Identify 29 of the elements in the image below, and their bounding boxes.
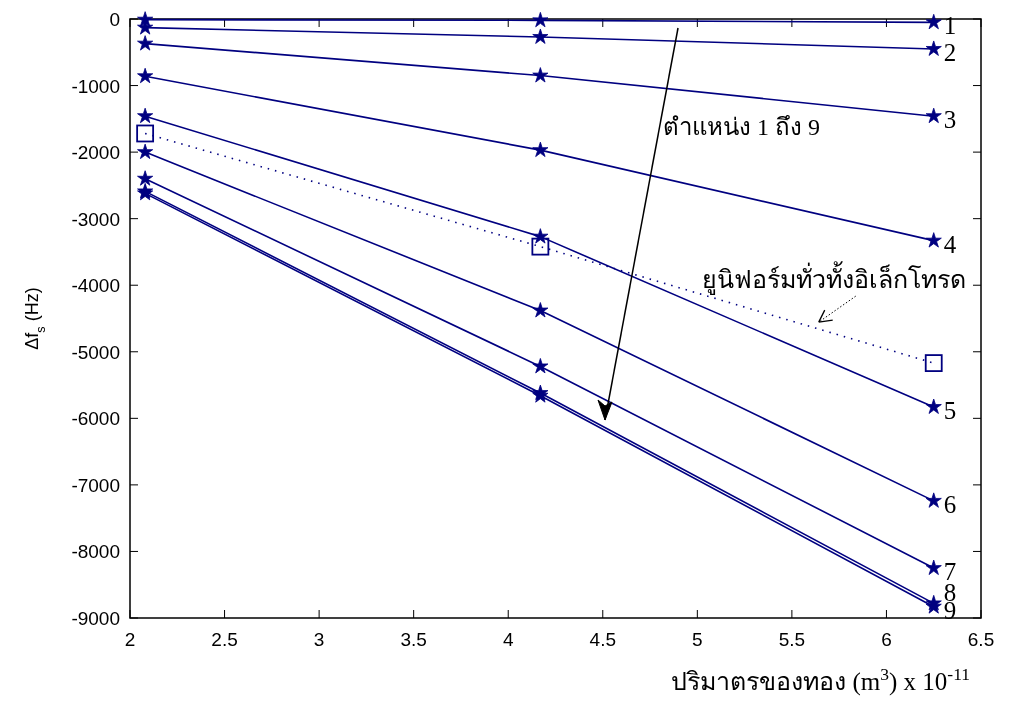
y-tick-label: -2000	[71, 142, 120, 164]
x-tick-label: 4.5	[589, 629, 616, 650]
series-label: 6	[943, 490, 957, 518]
series-label: 3	[943, 106, 957, 134]
x-tick-label: 4	[502, 629, 514, 650]
y-tick-label: -1000	[71, 75, 120, 97]
annotation: ตำแหน่ง 1 ถึง 9	[663, 114, 820, 140]
y-tick-label: -4000	[71, 275, 120, 297]
series-label: 4	[943, 230, 957, 258]
series-label: 1	[943, 12, 957, 40]
x-tick-label: 6.5	[967, 629, 995, 650]
y-tick-label: -3000	[71, 208, 120, 230]
y-tick-label: -7000	[71, 474, 120, 496]
x-tick-label: 3.5	[400, 629, 427, 650]
x-tick-label: 5	[692, 629, 703, 650]
series-label: ยูนิฟอร์มทั่วทั้งอิเล็กโทรด	[701, 261, 966, 296]
x-tick-label: 2	[124, 629, 136, 650]
series-label: 2	[943, 38, 957, 66]
x-tick-label: 2.5	[211, 629, 238, 650]
x-tick-label: 5.5	[778, 629, 806, 650]
x-tick-label: 6	[881, 629, 892, 650]
y-tick-label: -9000	[71, 608, 120, 629]
x-axis-title: ปริมาตรของทอง (m$^{3}$) x 10$^{-11}$	[671, 664, 970, 696]
y-tick-label: -6000	[71, 408, 120, 430]
x-tick-label: 3	[313, 629, 325, 650]
y-tick-label: 0	[109, 9, 120, 30]
series-label: 5	[943, 397, 957, 425]
y-tick-label: -8000	[71, 541, 120, 563]
y-tick-label: -5000	[71, 341, 120, 363]
